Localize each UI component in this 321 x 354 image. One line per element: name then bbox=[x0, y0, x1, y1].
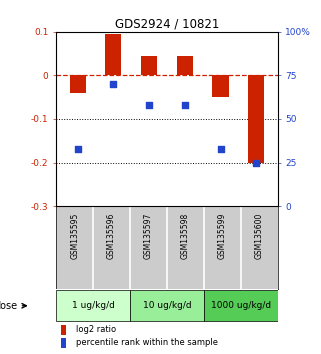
Text: 1000 ug/kg/d: 1000 ug/kg/d bbox=[211, 301, 271, 310]
Bar bbox=[204, 290, 278, 321]
Text: GSM135598: GSM135598 bbox=[181, 213, 190, 259]
Bar bbox=[61, 325, 66, 335]
Text: percentile rank within the sample: percentile rank within the sample bbox=[76, 338, 218, 347]
Bar bbox=[177, 56, 193, 75]
Bar bbox=[248, 75, 264, 162]
Bar bbox=[105, 34, 121, 75]
Text: GSM135596: GSM135596 bbox=[107, 213, 116, 259]
Bar bbox=[130, 290, 204, 321]
Text: GSM135600: GSM135600 bbox=[255, 213, 264, 259]
Point bbox=[111, 81, 116, 87]
Text: GSM135595: GSM135595 bbox=[70, 213, 79, 259]
Bar bbox=[61, 338, 66, 348]
Point bbox=[254, 160, 259, 165]
Point bbox=[146, 102, 152, 108]
Text: 1 ug/kg/d: 1 ug/kg/d bbox=[72, 301, 115, 310]
Text: dose: dose bbox=[0, 301, 17, 311]
Title: GDS2924 / 10821: GDS2924 / 10821 bbox=[115, 18, 219, 31]
Bar bbox=[56, 290, 130, 321]
Bar bbox=[70, 75, 86, 93]
Text: log2 ratio: log2 ratio bbox=[76, 325, 116, 334]
Bar bbox=[213, 75, 229, 97]
Point bbox=[75, 146, 80, 152]
Text: GSM135597: GSM135597 bbox=[144, 213, 153, 259]
Bar bbox=[141, 56, 157, 75]
Text: GSM135599: GSM135599 bbox=[218, 213, 227, 259]
Point bbox=[218, 146, 223, 152]
Text: 10 ug/kg/d: 10 ug/kg/d bbox=[143, 301, 191, 310]
Point bbox=[182, 102, 187, 108]
